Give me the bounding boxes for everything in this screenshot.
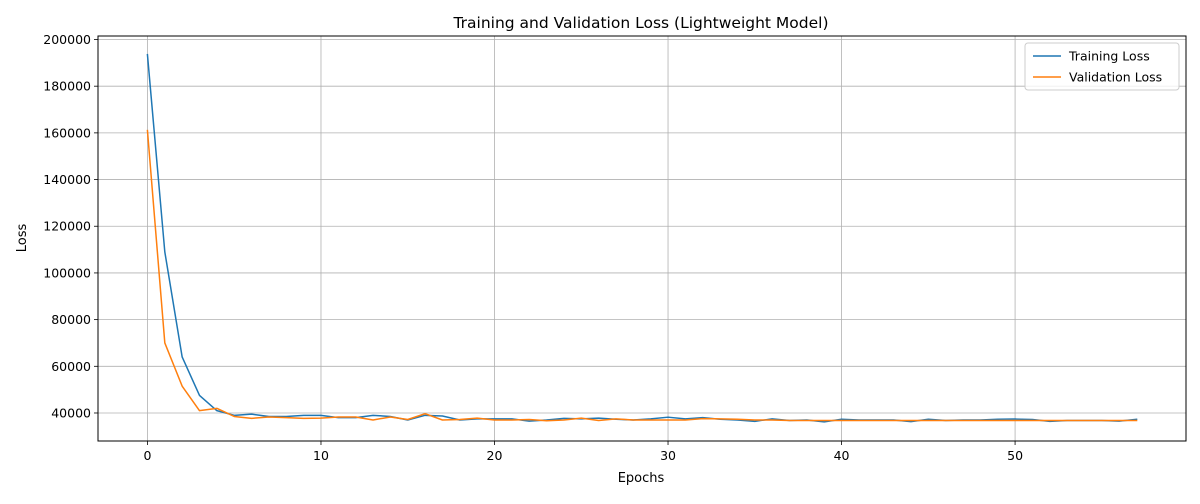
y-axis-label: Loss [15, 224, 30, 253]
legend: Training Loss Validation Loss [1024, 42, 1180, 91]
x-tick-label: 0 [143, 448, 151, 463]
x-tick-label: 10 [313, 448, 329, 463]
y-tick-label: 80000 [51, 312, 91, 327]
y-tick-label: 120000 [43, 219, 91, 234]
series-line-training-loss [146, 53, 1138, 423]
plot-frame [97, 35, 1187, 442]
y-tick-label: 200000 [43, 32, 91, 47]
y-tick-label: 40000 [51, 405, 91, 420]
tick-layer: 0 10 20 30 40 50 40000 60000 80000 100000 120000 14… [43, 32, 1023, 463]
legend-box [1024, 42, 1180, 91]
legend-label-training: Training Loss [1068, 49, 1150, 64]
y-tick-label: 60000 [51, 359, 91, 374]
x-tick-label: 40 [834, 448, 850, 463]
y-tick-label: 180000 [43, 79, 91, 94]
series-layer [146, 53, 1138, 423]
chart-title: Training and Validation Loss (Lightweigh… [452, 14, 828, 32]
grid-layer [98, 36, 1186, 441]
y-tick-label: 140000 [43, 172, 91, 187]
y-tick-label: 100000 [43, 265, 91, 280]
x-axis-label: Epochs [618, 471, 665, 486]
series-line-validation-loss [146, 129, 1138, 422]
legend-label-validation: Validation Loss [1069, 70, 1162, 85]
x-tick-label: 20 [487, 448, 503, 463]
y-tick-label: 160000 [43, 125, 91, 140]
x-tick-label: 50 [1007, 448, 1023, 463]
x-tick-label: 30 [660, 448, 676, 463]
